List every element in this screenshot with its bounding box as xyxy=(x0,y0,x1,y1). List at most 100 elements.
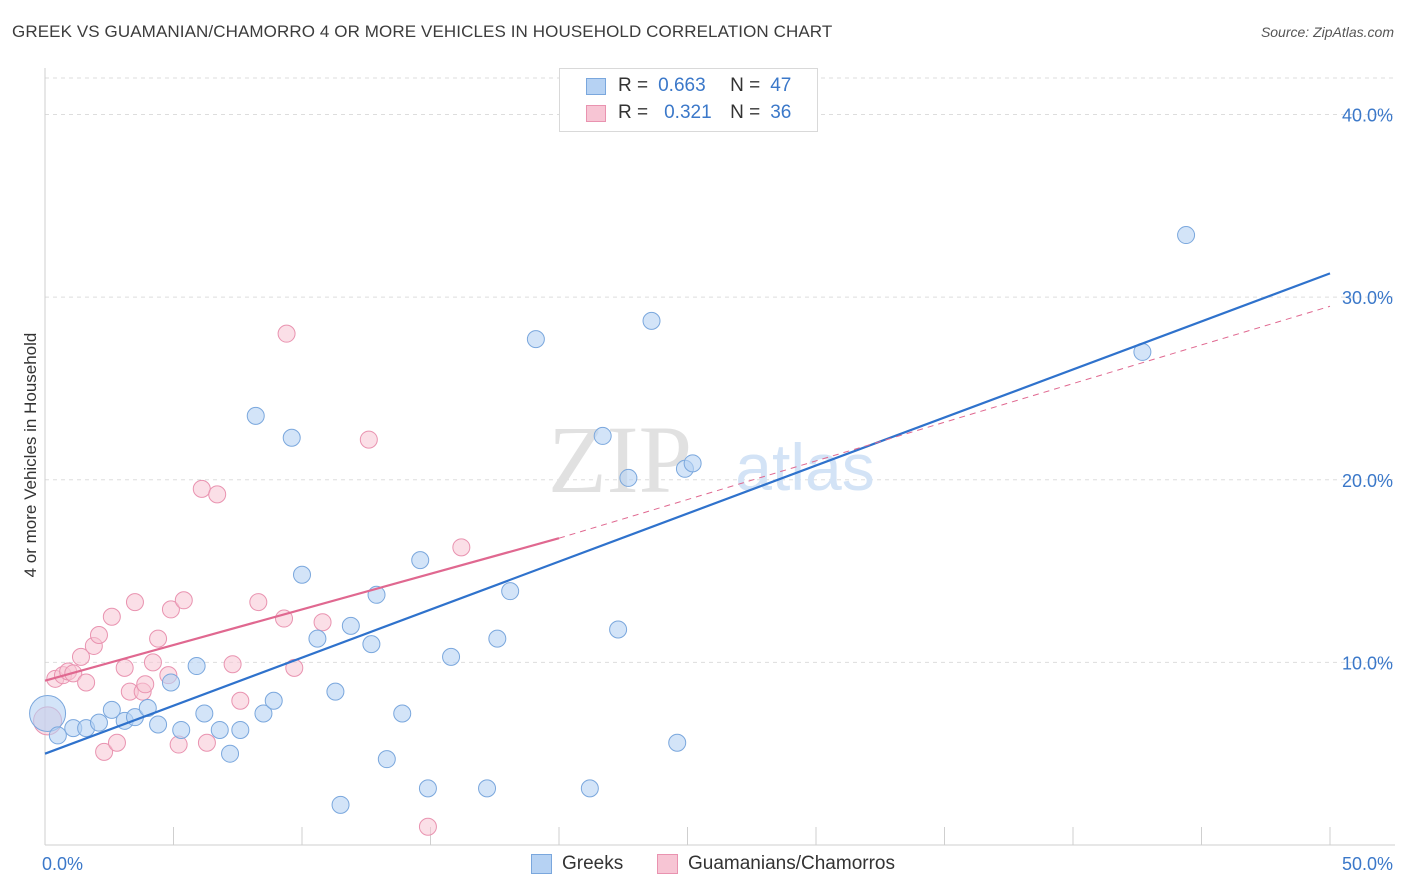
greeks-point xyxy=(478,779,497,798)
x-tick-label: 0.0% xyxy=(42,854,83,874)
legend-item-greeks[interactable]: Greeks xyxy=(531,852,623,876)
watermark-zip: ZIP xyxy=(548,406,692,513)
greeks-point xyxy=(411,551,430,570)
guamanians-point xyxy=(192,479,211,498)
y-axis-label: 4 or more Vehicles in Household xyxy=(21,333,40,578)
greeks-point xyxy=(187,657,206,676)
greeks-point xyxy=(264,691,283,710)
greeks-point xyxy=(210,720,229,739)
y-tick-label: 40.0% xyxy=(1342,106,1393,126)
guamanians-point xyxy=(313,613,332,632)
guamanians-point xyxy=(161,600,180,619)
greeks-point xyxy=(231,720,250,739)
greeks-legend-swatch xyxy=(531,854,552,874)
greeks-point xyxy=(442,647,461,666)
r-value: 0.321 xyxy=(664,102,712,123)
greeks-point xyxy=(1177,226,1196,245)
guamanians-point xyxy=(71,647,90,666)
chart-title: GREEK VS GUAMANIAN/CHAMORRO 4 OR MORE VE… xyxy=(12,22,833,41)
guamanians-point xyxy=(107,733,126,752)
stats-row-guamanians: R = 0.321 N = 36 xyxy=(586,101,791,125)
guamanians-legend-label: Guamanians/Chamorros xyxy=(688,853,895,874)
greeks-point xyxy=(308,629,327,648)
series-guamanians-points xyxy=(33,324,471,836)
greeks-point xyxy=(668,733,687,752)
y-tick-label: 10.0% xyxy=(1342,653,1393,673)
greeks-trend-line xyxy=(44,272,1331,755)
greeks-point xyxy=(331,795,350,814)
tick-labels: 10.0% 20.0% 30.0% 40.0% 0.0% 50.0% xyxy=(42,106,1393,874)
watermark: ZIP atlas xyxy=(548,406,875,513)
stats-legend: R = 0.663 N = 47 R = 0.321 N = 36 xyxy=(559,68,818,132)
greeks-point xyxy=(580,779,599,798)
guamanians-point xyxy=(231,691,250,710)
watermark-atlas: atlas xyxy=(735,430,874,504)
guamanians-point xyxy=(223,655,242,674)
guamanians-point xyxy=(418,817,437,836)
greeks-legend-label: Greeks xyxy=(562,853,624,874)
greeks-point xyxy=(102,700,121,719)
greeks-point xyxy=(609,620,628,639)
guamanians-point xyxy=(136,675,155,694)
greeks-point xyxy=(195,704,214,723)
greeks-point xyxy=(282,428,301,447)
guamanians-point xyxy=(77,673,96,692)
n-value: 36 xyxy=(770,102,792,123)
greeks-point xyxy=(362,635,381,654)
stats-row-greeks: R = 0.663 N = 47 xyxy=(586,74,791,98)
greeks-point xyxy=(526,330,545,349)
n-label: N = xyxy=(730,75,761,96)
guamanians-legend-swatch xyxy=(657,854,678,874)
greeks-point xyxy=(161,673,180,692)
greeks-point xyxy=(418,779,437,798)
greeks-point xyxy=(221,744,240,763)
guamanians-point xyxy=(359,430,378,449)
greeks-point xyxy=(683,454,702,473)
guamanians-point xyxy=(208,485,227,504)
greeks-point xyxy=(172,720,191,739)
greeks-point xyxy=(254,704,273,723)
guamanians-swatch xyxy=(586,104,606,122)
greeks-point xyxy=(138,699,157,718)
axes xyxy=(44,68,1395,846)
guamanians-point xyxy=(95,742,114,761)
source-credit: Source: ZipAtlas.com xyxy=(1260,24,1394,40)
guamanians-point xyxy=(197,733,216,752)
greeks-point xyxy=(89,713,108,732)
guamanians-point xyxy=(169,735,188,754)
greeks-point xyxy=(149,715,168,734)
trend-lines xyxy=(44,272,1331,755)
guamanians-point xyxy=(89,625,108,644)
greeks-point xyxy=(29,695,67,733)
n-value: 47 xyxy=(770,75,792,96)
greeks-swatch xyxy=(586,77,606,95)
greeks-point xyxy=(488,629,507,648)
guamanians-point xyxy=(249,593,268,612)
guamanians-point xyxy=(452,538,471,557)
greeks-point xyxy=(377,750,396,769)
y-tick-label: 30.0% xyxy=(1342,288,1393,308)
guamanians-point xyxy=(174,591,193,610)
guamanians-point xyxy=(149,629,168,648)
greeks-point xyxy=(48,726,67,745)
r-label: R = xyxy=(618,75,649,96)
greeks-point xyxy=(642,311,661,330)
guamanians-trend-line xyxy=(44,537,560,682)
greeks-point xyxy=(393,704,412,723)
guamanians-point xyxy=(125,593,144,612)
guamanians-point xyxy=(277,324,296,343)
n-label: N = xyxy=(730,102,761,123)
guamanians-point xyxy=(115,658,134,677)
greeks-point xyxy=(246,406,265,425)
greeks-point xyxy=(619,468,638,487)
legend-item-guamanians[interactable]: Guamanians/Chamorros xyxy=(657,852,895,876)
guamanians-point xyxy=(143,653,162,672)
guamanians-point xyxy=(102,607,121,626)
r-value: 0.663 xyxy=(658,75,706,96)
x-tick-label: 50.0% xyxy=(1342,854,1393,874)
series-greeks-points xyxy=(29,226,1196,814)
y-tick-label: 20.0% xyxy=(1342,471,1393,491)
greeks-point xyxy=(326,682,345,701)
greeks-point xyxy=(293,565,311,584)
